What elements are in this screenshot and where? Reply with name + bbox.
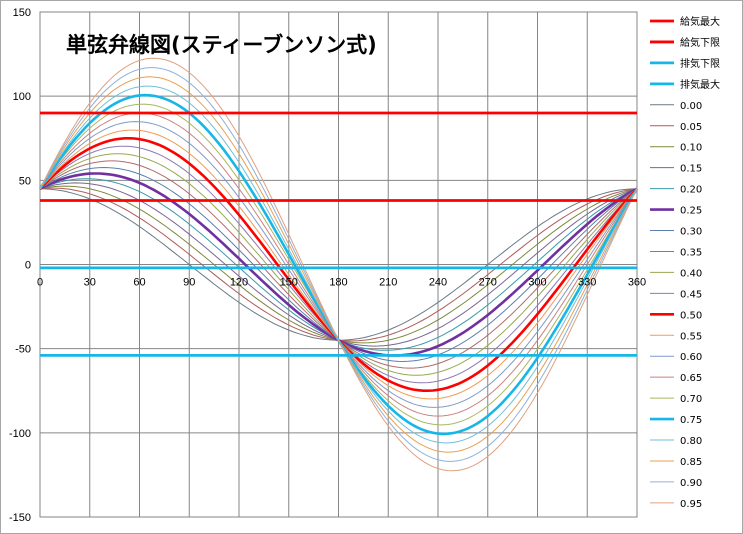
legend-label-threshold-2: 給気下限 (680, 36, 720, 49)
x-tick-label: 120 (230, 277, 248, 289)
x-tick-label: 60 (133, 277, 145, 289)
y-tick-label: -150 (9, 512, 31, 524)
legend-label-threshold-4: 排気最大 (680, 78, 720, 91)
legend-label-series-0-95: 0.95 (680, 499, 702, 510)
y-tick-label: -100 (9, 428, 31, 440)
axis-layer: 0 30 60 90 120 150 180 210 240 270 300 330 360 150 100… (9, 7, 646, 524)
legend-label-series-0-60: 0.60 (680, 352, 702, 363)
legend-label-threshold-3: 排気下限 (680, 57, 720, 70)
legend-label-series-0-75: 0.75 (680, 415, 702, 426)
x-tick-label: 210 (379, 277, 397, 289)
threshold-lines (40, 111, 637, 357)
y-tick-label: 150 (13, 7, 31, 19)
x-tick-label: 360 (628, 277, 646, 289)
legend-label-series-0-80: 0.80 (680, 436, 702, 447)
x-tick-label: 330 (578, 277, 596, 289)
chart-title: 単弦弁線図(スティーブンソン式) (66, 33, 377, 57)
x-tick-label: 150 (280, 277, 298, 289)
legend-label-series-0-30: 0.30 (680, 227, 702, 238)
legend-label-series-0-05: 0.05 (680, 122, 702, 133)
x-tick-label: 300 (528, 277, 546, 289)
legend-label-series-0-25: 0.25 (680, 206, 702, 217)
legend-label-series-0-10: 0.10 (680, 143, 702, 154)
legend-label-series-0-00: 0.00 (680, 101, 702, 112)
legend-label-series-0-90: 0.90 (680, 478, 702, 489)
legend-label-series-0-85: 0.85 (680, 457, 702, 468)
legend-label-series-0-55: 0.55 (680, 331, 702, 342)
y-tick-label: 100 (13, 91, 31, 103)
curve-layer (38, 57, 639, 472)
legend-label-series-0-15: 0.15 (680, 164, 702, 175)
legend-label-series-0-40: 0.40 (680, 268, 702, 279)
y-tick-label: 50 (19, 175, 31, 187)
x-tick-label: 180 (329, 277, 347, 289)
legend-label-threshold-1: 給気最大 (680, 15, 720, 28)
series-line-0-95 (39, 57, 638, 472)
legend-label-series-0-45: 0.45 (680, 289, 702, 300)
x-tick-label: 30 (84, 277, 96, 289)
x-tick-label: 270 (479, 277, 497, 289)
legend-label-series-0-65: 0.65 (680, 373, 702, 384)
y-tick-label: 0 (25, 260, 31, 272)
x-tick-label: 0 (37, 277, 43, 289)
legend-label-series-0-20: 0.20 (680, 185, 702, 196)
legend-label-series-0-70: 0.70 (680, 394, 702, 405)
x-tick-label: 90 (183, 277, 195, 289)
x-tick-label: 240 (429, 277, 447, 289)
y-tick-label: -50 (15, 344, 31, 356)
legend-label-series-0-50: 0.50 (680, 310, 702, 321)
legend-label-series-0-35: 0.35 (680, 247, 702, 258)
